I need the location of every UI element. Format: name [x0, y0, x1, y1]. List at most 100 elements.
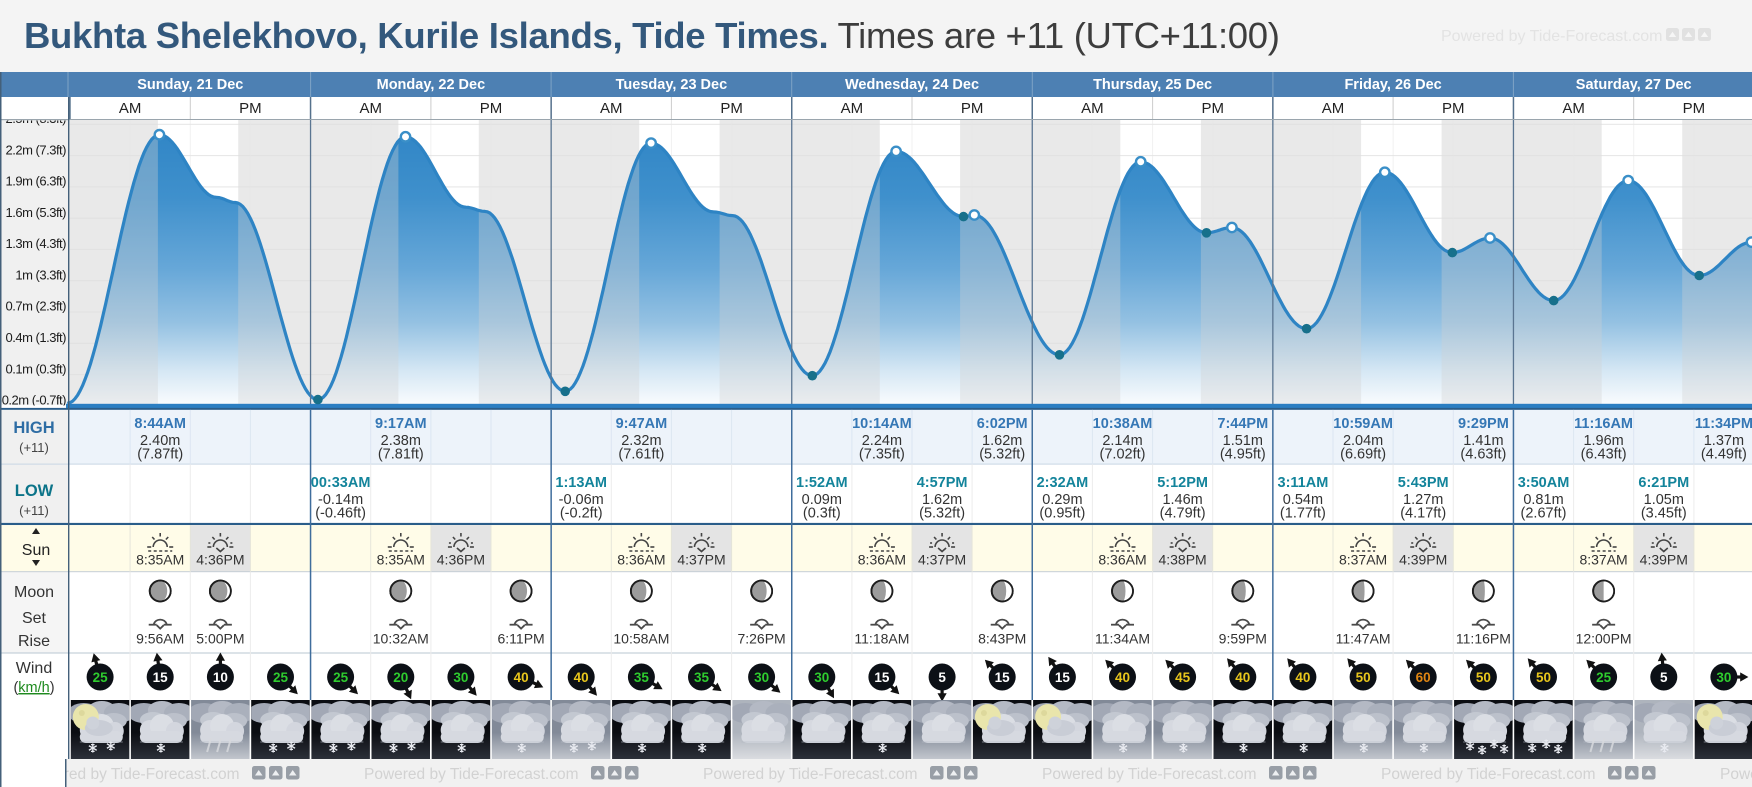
svg-text:Powered by Tide-Forecast.com: Powered by Tide-Forecast.com	[703, 766, 918, 783]
svg-text:11:47AM: 11:47AM	[1336, 631, 1391, 647]
svg-text:7:26PM: 7:26PM	[737, 631, 785, 647]
svg-text:60: 60	[1416, 670, 1431, 685]
svg-text:50: 50	[1536, 670, 1551, 685]
svg-text:25: 25	[1596, 670, 1612, 685]
svg-text:(7.02ft): (7.02ft)	[1100, 447, 1146, 463]
svg-text:10:59AM: 10:59AM	[1333, 416, 1393, 432]
svg-text:AM: AM	[841, 100, 864, 117]
svg-text:8:37AM: 8:37AM	[1339, 552, 1387, 568]
svg-text:(7.61ft): (7.61ft)	[618, 447, 664, 463]
svg-text:00:33AM: 00:33AM	[311, 475, 371, 491]
svg-text:6:11PM: 6:11PM	[497, 631, 544, 647]
svg-text:5:00PM: 5:00PM	[196, 631, 244, 647]
svg-text:(-0.46ft): (-0.46ft)	[315, 506, 366, 522]
svg-text:25: 25	[273, 670, 289, 685]
svg-text:11:16PM: 11:16PM	[1456, 631, 1511, 647]
svg-text:5: 5	[938, 670, 946, 685]
svg-text:HIGH: HIGH	[13, 419, 54, 437]
svg-text:0.7m (2.3ft): 0.7m (2.3ft)	[6, 299, 67, 314]
svg-text:6:21PM: 6:21PM	[1638, 475, 1689, 491]
svg-text:(5.32ft): (5.32ft)	[979, 447, 1025, 463]
svg-text:10:58AM: 10:58AM	[613, 631, 669, 647]
svg-text:0.54m: 0.54m	[1283, 492, 1323, 508]
svg-text:3:11AM: 3:11AM	[1278, 475, 1329, 491]
svg-text:-0.06m: -0.06m	[559, 492, 604, 508]
svg-text:20: 20	[393, 670, 408, 685]
svg-text:30: 30	[754, 670, 769, 685]
svg-text:12:00PM: 12:00PM	[1576, 631, 1632, 647]
svg-text:1.51m: 1.51m	[1223, 433, 1263, 449]
svg-text:(1.77ft): (1.77ft)	[1280, 506, 1326, 522]
svg-text:AM: AM	[119, 100, 142, 117]
svg-text:9:59PM: 9:59PM	[1219, 631, 1267, 647]
svg-text:30: 30	[453, 670, 468, 685]
svg-text:6:02PM: 6:02PM	[977, 416, 1028, 432]
svg-text:5: 5	[1660, 670, 1668, 685]
svg-text:Powered by Tide-Forecast.com: Powered by Tide-Forecast.com	[25, 766, 240, 783]
svg-text:1.62m: 1.62m	[982, 433, 1022, 449]
svg-text:Rise: Rise	[18, 633, 50, 650]
svg-text:4:36PM: 4:36PM	[437, 552, 485, 568]
svg-text:40: 40	[574, 670, 589, 685]
svg-text:(4.95ft): (4.95ft)	[1220, 447, 1266, 463]
svg-text:(4.49ft): (4.49ft)	[1701, 447, 1747, 463]
svg-text:4:39PM: 4:39PM	[1399, 552, 1447, 568]
svg-text:(6.43ft): (6.43ft)	[1581, 447, 1627, 463]
svg-text:Wind: Wind	[16, 660, 52, 677]
svg-text:Wednesday, 24 Dec: Wednesday, 24 Dec	[845, 77, 979, 93]
svg-text:15: 15	[153, 670, 169, 685]
svg-text:PM: PM	[239, 100, 262, 117]
svg-text:4:57PM: 4:57PM	[917, 475, 968, 491]
svg-text:2.14m: 2.14m	[1102, 433, 1142, 449]
svg-text:(6.69ft): (6.69ft)	[1340, 447, 1386, 463]
svg-text:Tuesday, 23 Dec: Tuesday, 23 Dec	[616, 77, 728, 93]
svg-text:(2.67ft): (2.67ft)	[1521, 506, 1567, 522]
svg-text:1m (3.3ft): 1m (3.3ft)	[15, 267, 66, 282]
svg-text:Saturday, 27 Dec: Saturday, 27 Dec	[1576, 77, 1692, 93]
svg-text:40: 40	[514, 670, 529, 685]
svg-text:2.38m: 2.38m	[381, 433, 421, 449]
svg-text:15: 15	[874, 670, 890, 685]
svg-text:1.37m: 1.37m	[1704, 433, 1744, 449]
svg-text:(+11): (+11)	[19, 503, 49, 518]
svg-text:(0.3ft): (0.3ft)	[803, 506, 841, 522]
svg-text:1.9m (6.3ft): 1.9m (6.3ft)	[6, 174, 67, 189]
svg-text:11:16AM: 11:16AM	[1574, 416, 1633, 432]
svg-text:AM: AM	[600, 100, 623, 117]
svg-text:(km/h): (km/h)	[13, 680, 54, 696]
svg-text:1.96m: 1.96m	[1583, 433, 1623, 449]
svg-text:2.32m: 2.32m	[621, 433, 661, 449]
svg-text:Powered by Tide-Forecast.com: Powered by Tide-Forecast.com	[1441, 28, 1662, 45]
svg-text:9:17AM: 9:17AM	[375, 416, 427, 432]
svg-text:9:29PM: 9:29PM	[1458, 416, 1509, 432]
svg-text:1.62m: 1.62m	[922, 492, 962, 508]
svg-text:4:37PM: 4:37PM	[677, 552, 725, 568]
svg-text:40: 40	[1235, 670, 1250, 685]
svg-text:Bukhta Shelekhovo, Kurile Isla: Bukhta Shelekhovo, Kurile Islands, Tide …	[24, 15, 1280, 56]
svg-text:8:37AM: 8:37AM	[1579, 552, 1627, 568]
svg-text:9:47AM: 9:47AM	[616, 416, 668, 432]
svg-text:2.5m (8.3ft): 2.5m (8.3ft)	[6, 111, 67, 126]
svg-text:8:36AM: 8:36AM	[858, 552, 906, 568]
svg-text:AM: AM	[1081, 100, 1104, 117]
svg-text:0.4m (1.3ft): 0.4m (1.3ft)	[6, 330, 67, 345]
svg-text:1.3m (4.3ft): 1.3m (4.3ft)	[6, 236, 67, 251]
svg-text:10:38AM: 10:38AM	[1093, 416, 1153, 432]
svg-text:(7.35ft): (7.35ft)	[859, 447, 905, 463]
svg-text:2.2m (7.3ft): 2.2m (7.3ft)	[6, 142, 67, 157]
svg-text:PM: PM	[1201, 100, 1224, 117]
svg-text:1.27m: 1.27m	[1403, 492, 1443, 508]
svg-text:10: 10	[213, 670, 228, 685]
svg-text:1.46m: 1.46m	[1162, 492, 1202, 508]
svg-text:1.41m: 1.41m	[1463, 433, 1503, 449]
svg-text:10:32AM: 10:32AM	[373, 631, 429, 647]
svg-text:0.29m: 0.29m	[1042, 492, 1082, 508]
svg-text:AM: AM	[359, 100, 382, 117]
svg-text:PM: PM	[961, 100, 984, 117]
svg-text:35: 35	[634, 670, 650, 685]
svg-text:Sunday, 21 Dec: Sunday, 21 Dec	[137, 77, 243, 93]
svg-text:0.09m: 0.09m	[802, 492, 842, 508]
svg-text:10:14AM: 10:14AM	[852, 416, 912, 432]
svg-text:PM: PM	[480, 100, 503, 117]
svg-text:1.6m (5.3ft): 1.6m (5.3ft)	[6, 205, 67, 220]
